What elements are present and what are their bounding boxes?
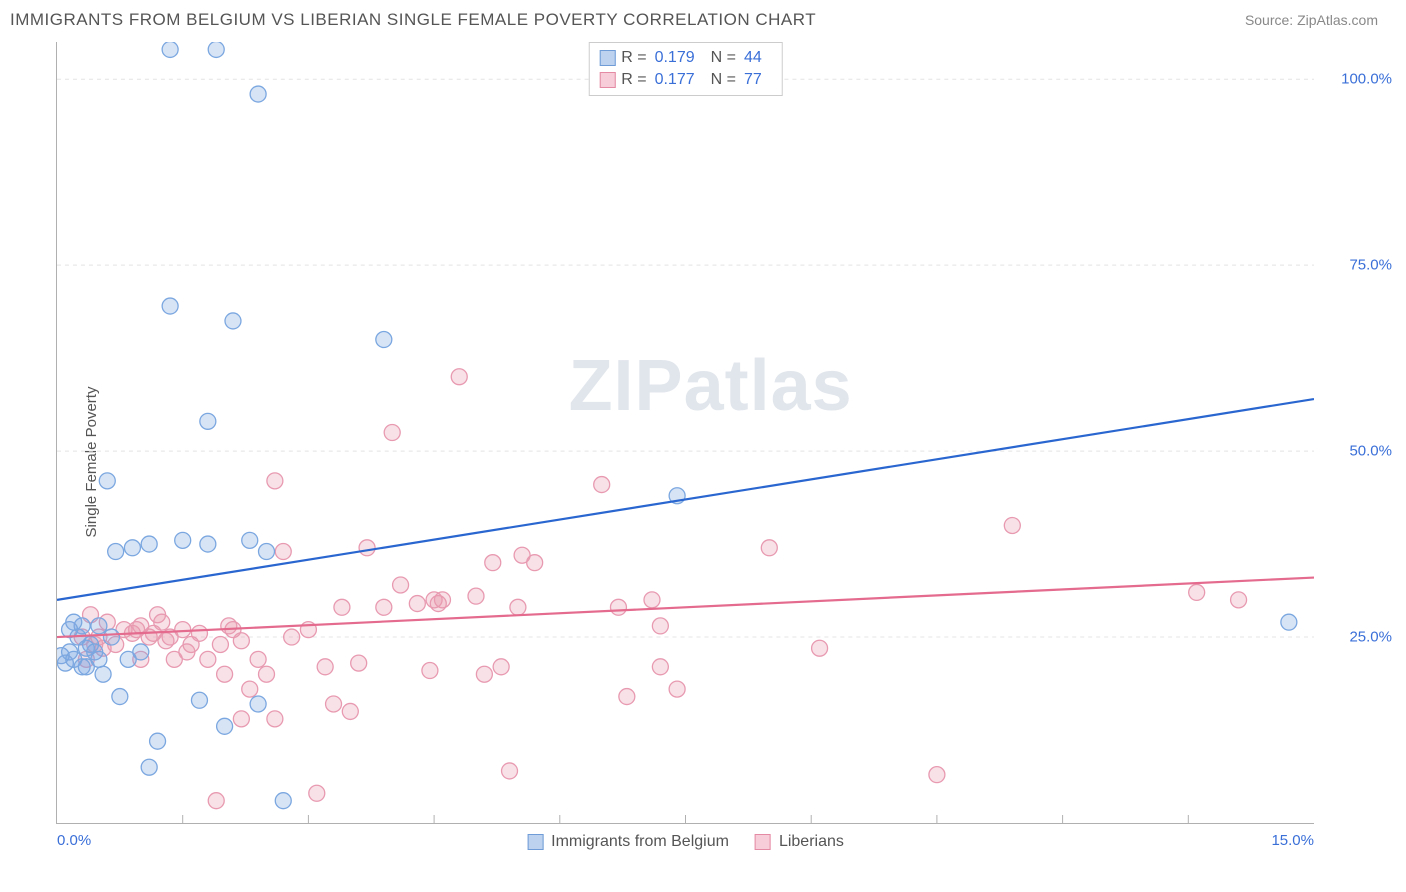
legend-series-item: Liberians [755, 833, 844, 851]
chart-container: Single Female Poverty ZIPatlas R =0.179N… [10, 42, 1396, 882]
legend-swatch [599, 72, 615, 88]
legend-stats-row: R = 0.179 N = 44 [599, 47, 772, 69]
chart-title: IMMIGRANTS FROM BELGIUM VS LIBERIAN SING… [10, 10, 816, 30]
legend-series: Immigrants from Belgium Liberians [527, 833, 844, 851]
stat-label-n: N = [711, 49, 736, 67]
y-tick-label: 50.0% [1349, 443, 1392, 460]
y-tick-label: 75.0% [1349, 257, 1392, 274]
source-name: ZipAtlas.com [1297, 12, 1378, 28]
legend-swatch [599, 50, 615, 66]
source-attribution: Source: ZipAtlas.com [1245, 12, 1378, 28]
scatter-plot-svg [57, 42, 1314, 823]
source-prefix: Source: [1245, 12, 1297, 28]
legend-series-item: Immigrants from Belgium [527, 833, 729, 851]
stat-value-n: 77 [744, 71, 762, 89]
x-tick-label: 15.0% [1271, 832, 1314, 849]
y-tick-label: 25.0% [1349, 629, 1392, 646]
stat-value-r: 0.177 [655, 71, 695, 89]
stat-value-n: 44 [744, 49, 762, 67]
chart-header: IMMIGRANTS FROM BELGIUM VS LIBERIAN SING… [0, 0, 1406, 34]
legend-series-label: Immigrants from Belgium [551, 833, 729, 851]
y-tick-label: 100.0% [1341, 71, 1392, 88]
legend-series-label: Liberians [779, 833, 844, 851]
plot-area: ZIPatlas R =0.179N =44R =0.177N =77 Immi… [56, 42, 1314, 824]
x-tick-label: 0.0% [57, 832, 91, 849]
stat-label-r: R = [621, 49, 646, 67]
legend-stats: R = 0.179 N = 44 R = 0.177 N = 77 [588, 42, 783, 96]
legend-swatch [527, 834, 543, 850]
stat-label-r: R = [621, 71, 646, 89]
legend-swatch [755, 834, 771, 850]
legend-stats-row: R = 0.177 N = 77 [599, 69, 772, 91]
stat-label-n: N = [711, 71, 736, 89]
stat-value-r: 0.179 [655, 49, 695, 67]
